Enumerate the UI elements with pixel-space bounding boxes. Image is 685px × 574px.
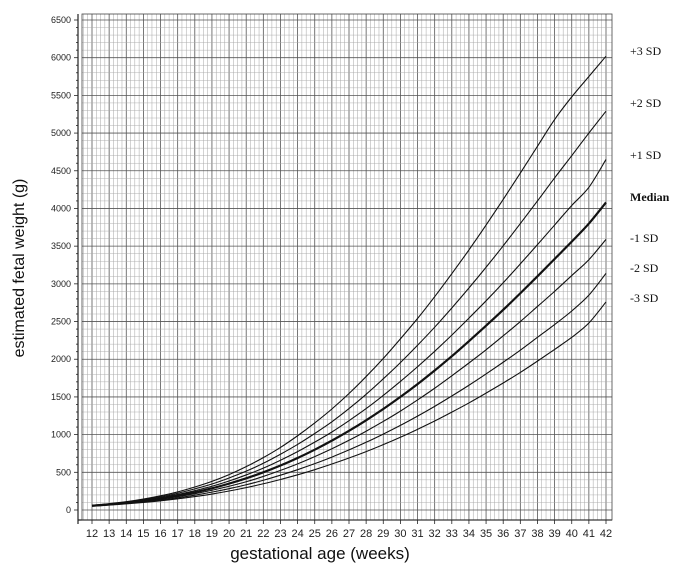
y-tick-label: 6000 — [51, 53, 71, 63]
series-line-median — [91, 201, 607, 507]
x-axis-title: gestational age (weeks) — [230, 544, 410, 563]
x-tick-label: 15 — [137, 528, 149, 540]
series-line-3sd — [91, 55, 607, 506]
x-tick-label: 29 — [377, 528, 389, 540]
x-tick-label: 21 — [240, 528, 252, 540]
x-tick-label: 18 — [189, 528, 201, 540]
y-tick-label: 2000 — [51, 354, 71, 364]
series-line-1sd — [91, 239, 607, 507]
series-label: +2 SD — [630, 96, 661, 110]
series-line-3sd — [91, 301, 607, 507]
series-lines — [91, 55, 607, 507]
x-tick-label: 27 — [343, 528, 355, 540]
y-tick-labels: 0 500 1000 1500 2000 2500 3000 3500 4000 4500 5000… — [51, 15, 71, 515]
x-tick-label: 35 — [480, 528, 492, 540]
x-tick-labels: 12 13 14 15 16 17 18 19 20 21 22 23 24 25 26 27 28 29 30 31… — [86, 528, 612, 540]
y-tick-label: 0 — [66, 505, 71, 515]
x-tick-label: 31 — [411, 528, 423, 540]
series-line-2sd — [91, 272, 607, 507]
series-label: Median — [630, 190, 670, 204]
y-tick-label: 5000 — [51, 128, 71, 138]
x-tick-label: 24 — [291, 528, 303, 540]
x-tick-label: 38 — [531, 528, 543, 540]
y-tick-label: 4500 — [51, 166, 71, 176]
series-labels: +3 SD +2 SD +1 SD Median -1 SD -2 SD -3 SD — [630, 44, 670, 305]
plot-area — [82, 14, 612, 520]
y-tick-label: 1500 — [51, 392, 71, 402]
x-tick-label: 40 — [566, 528, 578, 540]
y-tick-label: 3000 — [51, 279, 71, 289]
y-tick-label: 1000 — [51, 430, 71, 440]
series-label: -2 SD — [630, 261, 659, 275]
x-tick-label: 25 — [309, 528, 321, 540]
x-tick-label: 28 — [360, 528, 372, 540]
x-tick-label: 42 — [600, 528, 612, 540]
y-tick-label: 5500 — [51, 90, 71, 100]
y-tick-label: 6500 — [51, 15, 71, 25]
plot-border — [81, 13, 613, 521]
plot-grid — [82, 14, 612, 520]
series-label: +3 SD — [630, 44, 661, 58]
x-tick-label: 30 — [394, 528, 406, 540]
x-tick-label: 37 — [514, 528, 526, 540]
x-tick-label: 39 — [548, 528, 560, 540]
x-tick-label: 23 — [274, 528, 286, 540]
y-tick-label: 3500 — [51, 241, 71, 251]
x-tick-label: 26 — [326, 528, 338, 540]
x-tick-label: 33 — [446, 528, 458, 540]
x-tick-label: 36 — [497, 528, 509, 540]
x-tick-label: 22 — [257, 528, 269, 540]
series-label: -1 SD — [630, 231, 659, 245]
x-tick-label: 41 — [583, 528, 595, 540]
series-line-1sd — [91, 159, 607, 507]
axes — [74, 13, 613, 524]
x-tick-label: 14 — [120, 528, 132, 540]
x-tick-label: 12 — [86, 528, 98, 540]
y-axis-title: estimated fetal weight (g) — [11, 179, 28, 358]
x-tick-label: 17 — [172, 528, 184, 540]
y-tick-label: 2500 — [51, 317, 71, 327]
x-tick-label: 34 — [463, 528, 475, 540]
x-tick-label: 19 — [206, 528, 218, 540]
x-tick-label: 32 — [429, 528, 441, 540]
x-tick-label: 20 — [223, 528, 235, 540]
y-tick-label: 4000 — [51, 203, 71, 213]
x-tick-label: 13 — [103, 528, 115, 540]
series-label: -3 SD — [630, 291, 659, 305]
y-tick-label: 500 — [56, 467, 71, 477]
x-tick-label: 16 — [154, 528, 166, 540]
series-line-2sd — [91, 110, 607, 507]
series-label: +1 SD — [630, 148, 661, 162]
